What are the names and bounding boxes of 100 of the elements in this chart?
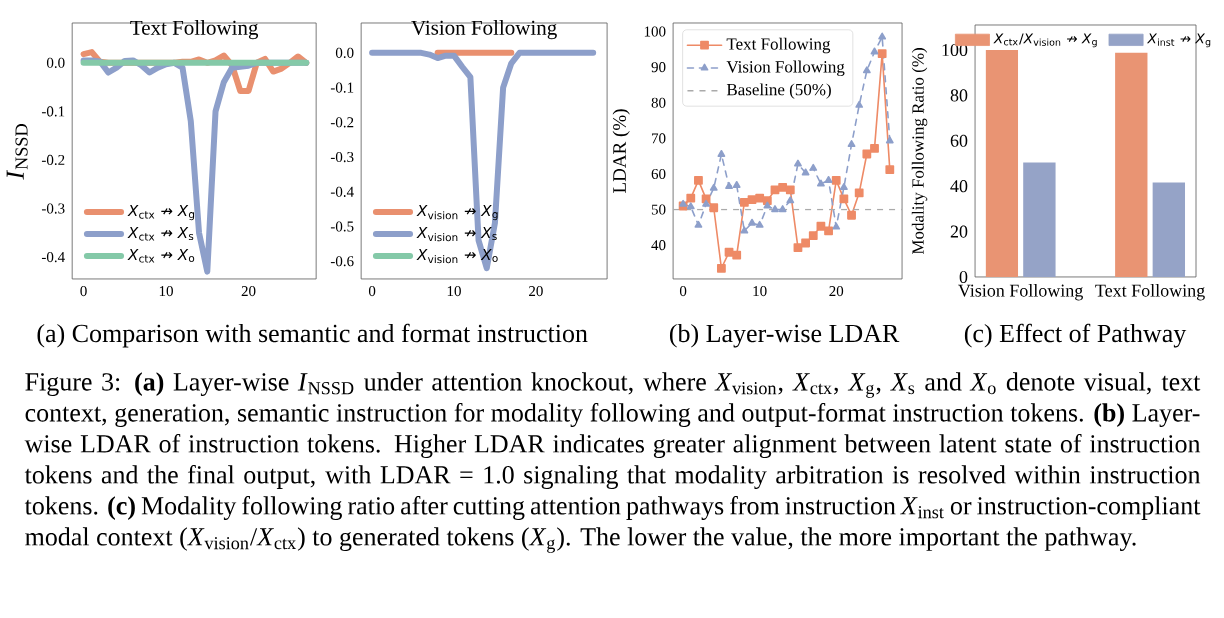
y-tick-label: 80 [950,89,968,102]
point [740,226,749,234]
x-tick-label: 20 [241,286,256,297]
y-tick-label: 0.0 [46,57,65,68]
y-tick-label: 20 [950,225,968,238]
point [748,218,756,226]
point [862,149,872,159]
y-tick-label: 70 [652,133,666,144]
point [808,231,818,240]
point [686,193,696,203]
y-tick-label: -0.3 [41,203,65,214]
point [755,193,765,203]
point [824,176,833,183]
point [870,47,879,55]
point [877,49,887,59]
text: (c) Effect of Pathway [964,323,1187,348]
y-tick-label: -0.4 [330,186,354,197]
y-tick-label: 40 [950,180,968,193]
point [885,136,894,144]
point [725,182,733,190]
text: (a) Comparison with semantic and format instruction [37,323,588,348]
legend-label: X$_{ctx}$ ↛ X$_{g}$ [127,205,195,221]
point [831,176,841,185]
legend-label: X$_{vision}$ ↛ X$_{o}$ [416,249,498,264]
point [686,202,695,210]
point [732,180,741,188]
point [854,188,864,198]
x-tick-label: 20 [529,286,543,297]
legend-label: Baseline (50%) [726,83,831,99]
point [755,220,764,228]
point [771,205,779,213]
point [839,194,849,204]
point [847,140,856,148]
point [870,143,879,153]
y-tick-label: -0.3 [330,152,354,163]
point [801,168,810,176]
point [847,210,856,220]
point [794,159,802,167]
point [785,185,795,195]
point [732,250,742,260]
point [824,226,833,236]
y-tick-label: -0.5 [330,221,354,232]
point [739,198,749,207]
y-tick-label: 0 [959,270,968,284]
point [809,163,818,171]
y-tick-label: -0.4 [41,252,65,263]
text: (b) Layer-wise LDAR [669,323,900,348]
y-tick-label: 100 [644,26,666,37]
point [709,203,719,213]
chart-title: Vision Following [411,20,557,40]
point [694,176,703,185]
point [763,201,772,209]
y-tick-label: -0.6 [330,256,354,267]
y-tick-label: 80 [651,97,666,108]
point [679,199,688,207]
x-tick-label: 10 [447,286,461,297]
point [716,263,726,273]
bar [1152,182,1186,277]
point [817,179,825,187]
bar [1115,52,1148,277]
x-tick-label: 10 [159,286,173,297]
y-tick-label: 60 [950,134,968,147]
legend-label: X$_{vision}$ ↛ X$_{s}$ [416,227,497,242]
x-tick-label: 0 [368,286,376,297]
legend-label: X$_{ctx}$ ↛ X$_{s}$ [127,227,194,241]
y-tick-label: -0.1 [41,106,65,117]
x-tick-label: Text Following [1095,284,1205,301]
x-tick-label: 0 [679,286,687,297]
y-axis-title: Modality Following Ratio (%) [911,48,928,255]
point [694,220,703,228]
point [855,100,864,108]
legend-label: Vision Following [726,60,845,77]
bar [1023,162,1056,277]
x-tick-label: 0 [80,286,87,297]
point [717,150,726,158]
point [885,165,895,175]
point [793,243,803,253]
point [801,238,811,248]
y-axis-title: LDAR (%) [612,109,630,193]
point [778,183,788,192]
point [862,66,871,74]
y-tick-label: -0.2 [330,117,354,128]
y-tick-label: 40 [651,240,666,251]
legend-label: Text Following [726,37,831,54]
x-tick-label: 20 [829,286,844,297]
y-tick-label: -0.1 [330,82,354,93]
point [709,183,718,191]
point [702,199,710,207]
chart-title: Text Following [130,20,259,40]
x-tick-label: 10 [753,286,767,297]
point [878,32,887,40]
y-axis-title: I$_{NSSD}$ [6,124,28,180]
point [778,205,787,213]
y-tick-label: -0.2 [41,154,65,166]
point [832,222,841,230]
legend-label: X$_{ctx}$ ↛ X$_{o}$ [127,249,195,263]
text: Figure 3: (a) Layer-wise I$_{NSSD}$ under attention knockout, where X$_{vision}$, X$_{ctx}$, X$_{g}$, X$_{s}$ and X$_{o}$ denote visual, text context, generation, semantic instruction for modality following and output-format instruction tokens. (b) Layer-wise LDAR of instruction tokens. Higher LDAR indicates greater alignment between latent state of instruction tokens and the final output, with LDAR = 1.0 signaling that modality arbitration is resolved within instruction tokens. (c) Modality following ratio after cutting attention pathways from instruction X$_{inst}$ or instruction-compliant modal context (X$_{vision}$/X$_{ctx}$) to generated tokens (X$_{g}$). The lower the value, the more important the pathway. [24,372,1201,553]
y-tick-label: 60 [651,168,666,180]
y-tick-label: 90 [651,62,666,73]
point [839,183,848,191]
